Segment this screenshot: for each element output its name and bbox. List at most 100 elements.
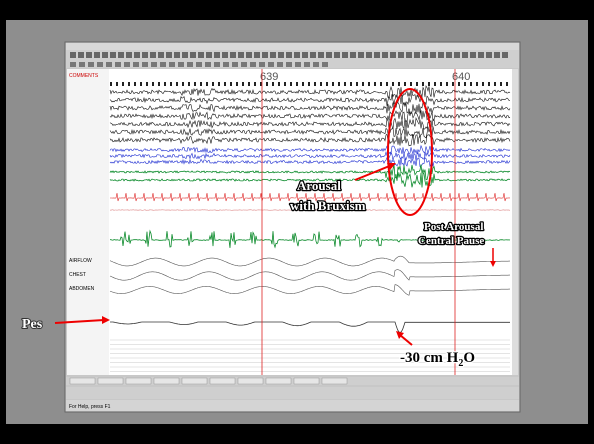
toolbar-button[interactable] (254, 52, 260, 58)
toolbar-button[interactable] (88, 62, 94, 67)
toolbar-button[interactable] (342, 52, 348, 58)
toolbar-button[interactable] (126, 52, 132, 58)
toolbar-button[interactable] (446, 52, 452, 58)
tab[interactable] (70, 378, 95, 384)
epoch-tick (422, 82, 424, 86)
toolbar-button[interactable] (494, 52, 500, 58)
toolbar-button[interactable] (486, 52, 492, 58)
toolbar-button[interactable] (470, 52, 476, 58)
toolbar-button[interactable] (268, 62, 274, 67)
toolbar-button[interactable] (151, 62, 157, 67)
toolbar-button[interactable] (182, 52, 188, 58)
scrollbar[interactable] (512, 69, 518, 375)
toolbar-button[interactable] (406, 52, 412, 58)
toolbar-button[interactable] (374, 52, 380, 58)
toolbar-button[interactable] (158, 52, 164, 58)
toolbar-button[interactable] (169, 62, 175, 67)
toolbar-button[interactable] (106, 62, 112, 67)
toolbar-button[interactable] (278, 52, 284, 58)
toolbar-button[interactable] (390, 52, 396, 58)
toolbar-button[interactable] (310, 52, 316, 58)
toolbar-button[interactable] (178, 62, 184, 67)
toolbar-button[interactable] (223, 62, 229, 67)
toolbar-button[interactable] (277, 62, 283, 67)
epoch-tick (284, 82, 286, 86)
toolbar-button[interactable] (398, 52, 404, 58)
toolbar-button[interactable] (222, 52, 228, 58)
toolbar-button[interactable] (214, 52, 220, 58)
toolbar-button[interactable] (115, 62, 121, 67)
toolbar-button[interactable] (110, 52, 116, 58)
toolbar-button[interactable] (322, 62, 328, 67)
toolbar-button[interactable] (478, 52, 484, 58)
navigation-bar[interactable] (66, 387, 519, 399)
toolbar-button[interactable] (462, 52, 468, 58)
toolbar-button[interactable] (250, 62, 256, 67)
toolbar-button[interactable] (124, 62, 130, 67)
toolbar-button[interactable] (70, 52, 76, 58)
tab[interactable] (210, 378, 235, 384)
tab[interactable] (98, 378, 123, 384)
toolbar-button[interactable] (414, 52, 420, 58)
toolbar-button[interactable] (133, 62, 139, 67)
toolbar-button[interactable] (358, 52, 364, 58)
toolbar-button[interactable] (142, 52, 148, 58)
toolbar-button[interactable] (230, 52, 236, 58)
toolbar-button[interactable] (382, 52, 388, 58)
toolbar-button[interactable] (198, 52, 204, 58)
toolbar-button[interactable] (326, 52, 332, 58)
toolbar-button[interactable] (313, 62, 319, 67)
toolbar-button[interactable] (350, 52, 356, 58)
toolbar-button[interactable] (160, 62, 166, 67)
tab[interactable] (294, 378, 319, 384)
toolbar-button[interactable] (70, 62, 76, 67)
toolbar-button[interactable] (294, 52, 300, 58)
toolbar-button[interactable] (334, 52, 340, 58)
tab[interactable] (238, 378, 263, 384)
toolbar-button[interactable] (454, 52, 460, 58)
tab[interactable] (322, 378, 347, 384)
toolbar-button[interactable] (150, 52, 156, 58)
toolbar-button[interactable] (187, 62, 193, 67)
epoch-tick (170, 82, 172, 86)
tab[interactable] (126, 378, 151, 384)
toolbar-button[interactable] (102, 52, 108, 58)
toolbar-button[interactable] (206, 52, 212, 58)
toolbar-button[interactable] (304, 62, 310, 67)
toolbar-button[interactable] (174, 52, 180, 58)
toolbar-button[interactable] (134, 52, 140, 58)
tab[interactable] (154, 378, 179, 384)
toolbar-button[interactable] (295, 62, 301, 67)
toolbar-button[interactable] (241, 62, 247, 67)
toolbar-button[interactable] (302, 52, 308, 58)
toolbar-button[interactable] (502, 52, 508, 58)
toolbar-button[interactable] (366, 52, 372, 58)
epoch-tick (194, 82, 196, 86)
tab[interactable] (182, 378, 207, 384)
toolbar-button[interactable] (238, 52, 244, 58)
toolbar-button[interactable] (205, 62, 211, 67)
toolbar-button[interactable] (270, 52, 276, 58)
toolbar-button[interactable] (196, 62, 202, 67)
toolbar-button[interactable] (78, 52, 84, 58)
toolbar-button[interactable] (118, 52, 124, 58)
tab[interactable] (266, 378, 291, 384)
toolbar-button[interactable] (422, 52, 428, 58)
toolbar-button[interactable] (97, 62, 103, 67)
toolbar-button[interactable] (190, 52, 196, 58)
toolbar-button[interactable] (430, 52, 436, 58)
toolbar-button[interactable] (166, 52, 172, 58)
toolbar-button[interactable] (286, 52, 292, 58)
toolbar-button[interactable] (259, 62, 265, 67)
toolbar-button[interactable] (214, 62, 220, 67)
toolbar-button[interactable] (318, 52, 324, 58)
toolbar-button[interactable] (262, 52, 268, 58)
toolbar-button[interactable] (438, 52, 444, 58)
toolbar-button[interactable] (246, 52, 252, 58)
toolbar-button[interactable] (286, 62, 292, 67)
toolbar-button[interactable] (94, 52, 100, 58)
toolbar-button[interactable] (79, 62, 85, 67)
toolbar-button[interactable] (232, 62, 238, 67)
toolbar-button[interactable] (86, 52, 92, 58)
toolbar-button[interactable] (142, 62, 148, 67)
